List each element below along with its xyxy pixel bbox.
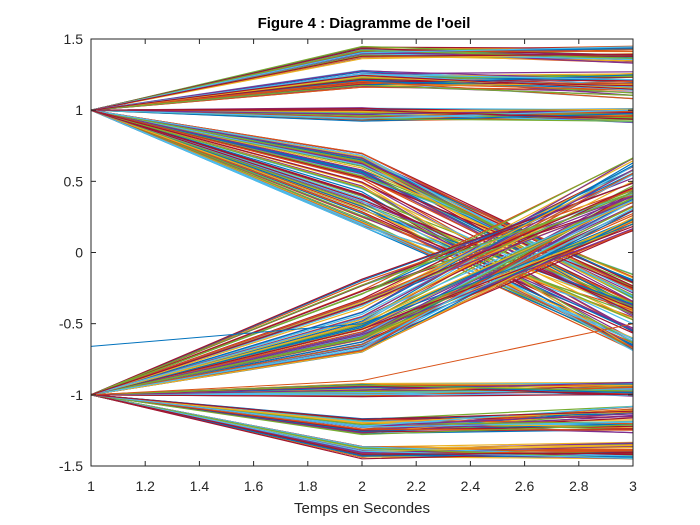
trace-line [90,182,634,396]
trace-line [90,201,634,396]
y-tick-label: -0.5 [59,316,83,332]
trace-line [90,157,634,396]
trace-line [90,109,634,314]
y-tick-label: 1 [75,102,83,118]
trace-line [90,394,634,424]
trace-line [90,109,634,302]
x-tick-label: 1.4 [190,478,210,494]
trace-line [90,53,634,111]
trace-line [90,109,634,298]
x-tick-label: 1.2 [135,478,155,494]
trace-line [90,84,634,111]
trace-line [90,192,634,396]
trace-line [90,381,634,396]
trace-line [90,205,634,396]
trace-line [90,393,634,398]
chart-title: Figure 4 : Diagramme de l'oeil [258,15,471,32]
x-tick-label: 2 [358,478,366,494]
trace-line [90,164,634,396]
x-axis: 1 1.2 1.4 1.6 1.8 2 2.2 2.4 2.6 2.8 3 [87,39,637,494]
x-tick-label: 3 [629,478,637,494]
trace-line [90,109,634,321]
y-tick-label: -1.5 [59,458,83,474]
trace-line [90,197,634,396]
y-tick-label: 1.5 [64,31,84,47]
x-tick-label: 2.4 [461,478,481,494]
trace-line [90,109,634,350]
y-tick-label: 0 [75,245,83,261]
trace-line [90,49,634,111]
x-tick-label: 2.6 [515,478,535,494]
trace-line [90,169,634,396]
trace-line [90,394,634,421]
trace-line [90,394,634,455]
trace-line [90,74,634,111]
trace-lines [90,45,634,460]
trace-line [90,109,634,349]
x-tick-label: 1.8 [298,478,318,494]
trace-line [90,200,634,396]
trace-line [90,394,634,436]
trace-line [90,225,634,396]
trace-line [90,46,634,111]
x-tick-label: 1 [87,478,95,494]
trace-line [90,228,634,396]
trace-line [90,394,634,460]
trace-line [90,394,634,459]
trace-line [90,394,634,427]
x-axis-label: Temps en Secondes [294,500,430,517]
y-axis: -1.5 -1 -0.5 0 0.5 1 1.5 [59,31,633,474]
trace-line [90,109,634,332]
trace-line [90,109,634,309]
trace-line [90,223,634,347]
trace-line [90,109,634,115]
trace-line [90,199,634,396]
trace-line [90,394,634,431]
trace-line [90,202,634,396]
trace-line [90,109,634,333]
trace-line [90,78,634,111]
trace-line [90,80,634,111]
x-tick-label: 2.8 [569,478,589,494]
x-tick-label: 2.2 [406,478,426,494]
y-tick-label: -1 [71,387,84,403]
trace-line [90,109,634,321]
trace-line [90,187,634,396]
y-tick-label: 0.5 [64,173,84,189]
trace-line [90,109,634,120]
trace-line [90,323,634,396]
trace-line [90,216,634,396]
trace-line [90,384,634,396]
x-tick-label: 1.6 [244,478,264,494]
trace-line [90,109,634,344]
trace-line [91,109,634,120]
